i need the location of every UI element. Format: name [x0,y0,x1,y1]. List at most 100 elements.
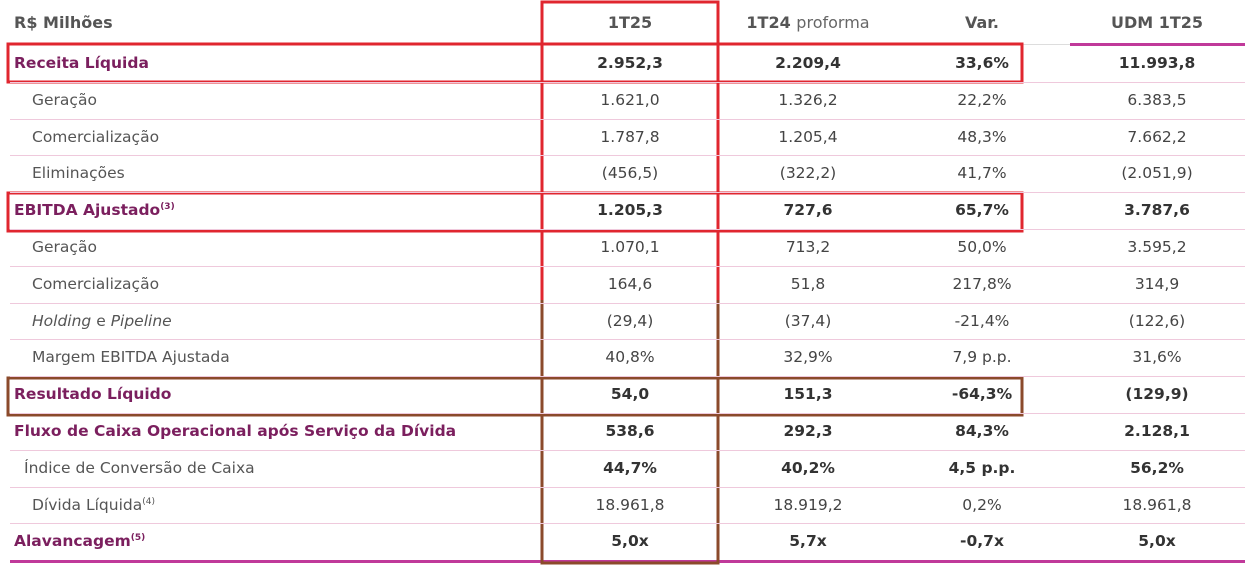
row-label: Fluxo de Caixa Operacional após Serviço … [14,413,456,449]
value-cell: (37,4) [784,311,832,330]
header-cell: UDM 1T25 [1111,5,1203,41]
value-cell: 40,8% [605,348,655,367]
label-text: EBITDA Ajustado [14,201,161,220]
row-rule [10,376,1245,378]
value-cell: 22,2% [957,90,1007,109]
row-label: Eliminações [32,155,125,191]
header-cell: Var. [965,5,999,41]
row-rule [10,486,1245,488]
value-cell: (129,9) [1125,385,1189,404]
row-box [6,42,1024,84]
value-cell: 48,3% [957,127,1007,146]
value-cell: 41,7% [957,164,1007,183]
value-cell: 5,0x [1138,532,1176,551]
value-cell: 84,3% [955,422,1009,440]
footnote-text: (3) [160,202,175,213]
value-cell: -21,4% [954,311,1010,330]
value-cell: (322,2) [779,164,837,183]
row-label: Receita Líquida [14,45,149,81]
row-rule [10,265,1245,267]
label-text: Geração [32,238,97,256]
value-cell: 18.961,8 [1122,495,1192,514]
footnote-ref: (3) [160,202,175,212]
value-cell: 40,2% [781,458,835,477]
label-part: Pipeline [110,311,172,330]
value-cell: (122,6) [1128,311,1186,330]
row-label: Margem EBITDA Ajustada [32,339,230,375]
value-cell: 727,6 [783,201,833,220]
value-cell: 11.993,8 [1118,54,1196,72]
value-cell: 1.205,3 [597,201,663,220]
label-text: Comercialização [32,274,160,293]
header-cell: 1T25 [608,5,652,41]
header-label: R$ Milhões [14,13,113,32]
value-cell: (2.051,9) [1121,164,1193,183]
row-label: EBITDA Ajustado(3) [14,192,175,228]
value-cell: (29,4) [606,311,654,330]
header-note: proforma [796,13,870,32]
row-label: Índice de Conversão de Caixa [24,450,255,486]
header-text: 1T24 [746,13,791,32]
value-cell: -64,3% [951,385,1013,404]
row-label: Geração [32,82,97,118]
row-rule [10,118,1245,120]
value-cell: 18.961,8 [595,495,665,514]
value-cell: 6.383,5 [1127,90,1187,109]
value-cell: 3.787,6 [1124,201,1190,220]
value-cell: 3.595,2 [1127,238,1187,256]
value-cell: 56,2% [1130,458,1184,477]
value-cell: (456,5) [601,164,659,183]
value-cell: 32,9% [783,348,833,367]
row-label: Comercialização [32,119,159,155]
value-cell: 51,8 [790,274,826,293]
row-label: Alavancagem(5) [14,523,145,559]
label-text: Fluxo de Caixa Operacional após Serviço … [14,422,457,440]
header-rule [10,44,1070,45]
label-text: Geração [32,90,97,109]
value-cell: 164,6 [607,274,653,293]
row-rule [10,81,1245,83]
value-cell: 292,3 [783,422,833,440]
value-cell: 5,0x [611,532,649,551]
value-cell: 44,7% [603,458,657,477]
value-cell: 1.070,1 [600,238,660,256]
row-rule [10,155,1245,157]
value-cell: 1.787,8 [600,127,660,146]
label-text: Dívida Líquida [32,495,143,514]
value-cell: 151,3 [783,385,833,404]
value-cell: 2.952,3 [597,54,663,72]
header-cell: 1T24 proforma [746,5,869,41]
row-label: Resultado Líquido [14,376,171,412]
footnote-text: (4) [142,496,155,507]
value-cell: 33,6% [955,54,1009,72]
label-text: Receita Líquida [14,54,149,72]
label-text: Margem EBITDA Ajustada [32,348,230,367]
value-cell: 4,5 p.p. [948,458,1016,477]
value-cell: 31,6% [1132,348,1182,367]
value-cell: 1.205,4 [778,127,838,146]
label-text: Comercialização [32,127,160,146]
header-text: 1T25 [607,13,653,32]
value-cell: 538,6 [605,422,655,440]
value-cell: 1.621,0 [600,90,660,109]
row-rule [10,302,1245,304]
value-cell: 2.128,1 [1124,422,1190,440]
label-text: Eliminações [32,164,125,183]
row-rule [10,449,1245,451]
label-text: Índice de Conversão de Caixa [24,458,255,477]
value-cell: 5,7x [789,532,827,551]
value-cell: 0,2% [962,495,1002,514]
value-cell: 217,8% [952,274,1012,293]
value-cell: 7.662,2 [1127,127,1187,146]
row-label: Holding e Pipeline [32,303,172,339]
header-text: UDM 1T25 [1110,13,1204,32]
value-cell: -0,7x [960,532,1004,551]
value-cell: 713,2 [785,238,831,256]
header-accent [1070,43,1245,46]
footnote-ref: (5) [131,533,146,543]
value-cell: 2.209,4 [775,54,841,72]
value-cell: 1.326,2 [778,90,838,109]
label-text: Resultado Líquido [14,385,172,404]
value-cell: 18.919,2 [773,495,843,514]
